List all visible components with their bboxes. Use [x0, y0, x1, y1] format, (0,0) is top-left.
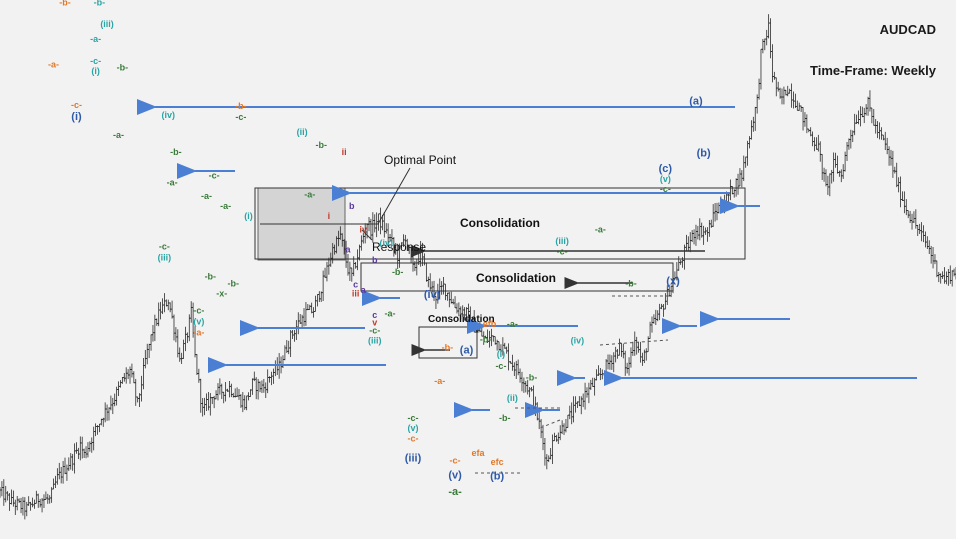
level-arrows	[137, 99, 917, 418]
wave-label: -b-	[235, 101, 247, 111]
wave-label: -b-	[205, 272, 217, 282]
wave-label: -c-	[660, 184, 671, 194]
wave-label: -c-	[235, 112, 246, 122]
wave-label: -c-	[90, 56, 101, 66]
consolidation-box-1	[254, 187, 746, 260]
wave-label: (x)	[666, 275, 680, 287]
wave-label: (ii)	[297, 127, 308, 137]
wave-label: -c-	[193, 305, 204, 315]
wave-label: (i)	[71, 111, 82, 123]
wave-label: (c)	[659, 163, 673, 175]
wave-label: (iv)	[162, 110, 176, 120]
wave-label: -a-	[507, 319, 518, 329]
wave-label: -a-	[448, 486, 462, 498]
wave-label: -c-	[495, 361, 506, 371]
wave-labels-group: (ii)-b--b-(iii)-a--a--c-(i)-b--c-(i)-a-(…	[48, 0, 711, 498]
consolidation-label-3: Consolidation	[428, 314, 495, 325]
wave-label: -b-	[315, 140, 327, 150]
wave-label: (b)	[697, 147, 711, 159]
wave-label: -b-	[625, 278, 637, 288]
wave-label: iv	[360, 224, 368, 234]
wave-label: a	[361, 285, 367, 295]
wave-label: -c-	[407, 413, 418, 423]
dashed-level	[539, 419, 561, 429]
wave-label: -b-	[228, 278, 240, 288]
wave-label: b	[372, 255, 378, 265]
consolidation-label-1: Consolidation	[460, 216, 540, 230]
wave-label: (i)	[244, 211, 253, 221]
wave-label: -c-	[71, 100, 82, 110]
chart-subtitle: Time-Frame: Weekly	[810, 63, 937, 78]
wave-label: (b)	[490, 471, 504, 483]
wave-label: (a)	[689, 95, 703, 107]
wave-label: efc	[491, 457, 504, 467]
wave-label: -c-	[369, 326, 380, 336]
wave-label: (ii)	[507, 393, 518, 403]
wave-label: (iv)	[571, 336, 585, 346]
wave-label: -b-	[499, 413, 511, 423]
wave-label: (iii)	[555, 236, 569, 246]
wave-label: -a-	[385, 309, 396, 319]
wave-label: efb	[483, 319, 497, 329]
wave-label: -c-	[450, 456, 461, 466]
wave-label: -b-	[59, 0, 71, 7]
wave-label: b	[349, 201, 355, 211]
response-pointer	[361, 229, 373, 241]
wave-label: -a-	[167, 177, 178, 187]
wave-label: -b-	[480, 334, 492, 344]
wave-label: -c-	[407, 433, 418, 443]
wave-label: -c-	[557, 247, 568, 257]
optimal-point-pointer	[260, 167, 411, 225]
optimal-point-label: Optimal Point	[384, 153, 457, 167]
wave-label: -a-	[201, 191, 212, 201]
consolidation-label-2: Consolidation	[476, 271, 556, 285]
wave-label: -a-	[48, 59, 59, 69]
wave-label: (v)	[193, 317, 204, 327]
wave-label: (iv)	[424, 289, 441, 301]
candles-group	[0, 14, 956, 520]
wave-label: ii	[342, 147, 347, 157]
wave-label: (iii)	[158, 253, 172, 263]
wave-label: efa	[471, 448, 485, 458]
wave-label: (iii)	[100, 19, 114, 29]
wave-label: -x-	[216, 288, 227, 298]
wave-label: (v)	[407, 423, 418, 433]
wave-label: -a-	[304, 189, 315, 199]
wave-label: -b-	[117, 63, 129, 73]
wave-label: -b-	[94, 0, 106, 7]
wave-label: c	[353, 280, 358, 290]
wave-label: (iv)	[379, 238, 393, 248]
wave-label: -c-	[159, 241, 170, 251]
wave-label: v	[372, 317, 377, 327]
wave-label: -b-	[170, 147, 182, 157]
wave-label: c	[372, 310, 377, 320]
wave-label: a	[345, 245, 351, 255]
consolidation-box-3	[418, 326, 478, 359]
wave-label: (iii)	[405, 453, 422, 465]
wave-label: -a-	[113, 130, 124, 140]
wave-label: -c-	[209, 171, 220, 181]
dashed-level	[599, 339, 669, 346]
wave-label: iii	[352, 288, 360, 298]
wave-label: (a)	[460, 345, 474, 357]
wave-label: i	[328, 211, 331, 221]
wave-label: (i)	[497, 349, 506, 359]
wave-label: -a-	[90, 34, 101, 44]
wave-label: -b-	[442, 342, 454, 352]
wave-label: -b-	[392, 267, 404, 277]
wave-label: -b-	[526, 373, 538, 383]
chart-title: AUDCAD	[880, 22, 936, 37]
wave-label: (v)	[448, 469, 462, 481]
wave-label: -a-	[220, 201, 231, 211]
wave-label: -a-	[434, 376, 445, 386]
wave-label: (v)	[660, 174, 671, 184]
response-label: Response	[372, 240, 426, 254]
wave-label: -a-	[595, 224, 606, 234]
wave-label: (i)	[91, 66, 100, 76]
wave-label: (iii)	[368, 336, 382, 346]
wave-label: -a-	[193, 328, 204, 338]
